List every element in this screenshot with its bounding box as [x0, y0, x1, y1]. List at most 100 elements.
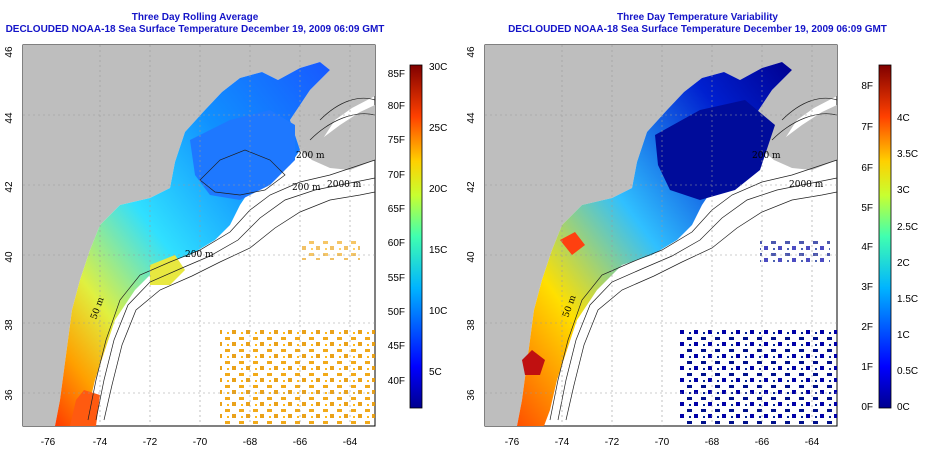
left-graticule	[23, 45, 375, 426]
left-map: 50 m 200 m 200 m 2000 m 200 m -76 -74 -7…	[4, 44, 447, 448]
left-x-tick: -74	[93, 437, 108, 448]
right-colorbar-c-label: 1C	[897, 330, 910, 341]
right-x-axis: -76 -74 -72 -70 -68 -66 -64	[505, 437, 820, 448]
right-colorbar-f-label: 6F	[861, 163, 873, 174]
left-y-tick: 36	[4, 389, 15, 401]
right-colorbar-c-labels: 4C 3.5C 3C 2.5C 2C 1.5C 1C 0.5C 0C	[897, 113, 918, 413]
right-depth-label: 2000 m	[789, 180, 824, 190]
right-y-tick: 36	[466, 389, 477, 401]
right-map-subtitle: DECLOUDED NOAA-18 Sea Surface Temperatur…	[508, 24, 887, 35]
right-map-title: Three Day Temperature Variability	[617, 12, 778, 23]
left-colorbar-f-label: 70F	[388, 170, 405, 181]
left-y-tick: 44	[4, 112, 15, 124]
left-colorbar-f-label: 50F	[388, 307, 405, 318]
left-gulf-of-maine	[190, 110, 295, 200]
left-x-tick: -72	[143, 437, 158, 448]
left-colorbar-f-label: 45F	[388, 341, 405, 352]
right-map: 50 m 200 m 2000 m -76 -74 -72 -70 -68 -6…	[466, 44, 918, 448]
left-depth-label: 2000 m	[327, 180, 362, 190]
right-x-tick: -76	[505, 437, 520, 448]
left-colorbar-c-label: 30C	[429, 62, 447, 73]
left-offshore-scatter	[220, 330, 375, 426]
right-depth-label: 200 m	[752, 151, 781, 161]
right-colorbar-f-label: 7F	[861, 122, 873, 133]
left-y-axis: 46 44 42 40 38 36	[4, 46, 15, 401]
right-y-tick: 40	[466, 251, 477, 263]
left-colorbar-f-label: 55F	[388, 273, 405, 284]
right-colorbar-f-label: 8F	[861, 81, 873, 92]
right-colorbar-f-label: 2F	[861, 322, 873, 333]
left-colorbar-f-label: 65F	[388, 204, 405, 215]
right-gulf-of-maine	[655, 100, 775, 200]
right-x-tick: -64	[805, 437, 820, 448]
right-land-nova-scotia	[762, 105, 837, 170]
left-colorbar-c-label: 10C	[429, 306, 447, 317]
right-y-tick: 46	[466, 46, 477, 58]
left-colorbar-f-labels: 85F 80F 75F 70F 65F 60F 55F 50F 45F 40F	[388, 69, 405, 387]
left-colorbar-f-label: 40F	[388, 376, 405, 387]
right-colorbar-c-label: 3C	[897, 185, 910, 196]
right-x-tick: -74	[555, 437, 570, 448]
left-colorbar-c-label: 25C	[429, 123, 447, 134]
right-y-tick: 44	[466, 112, 477, 124]
right-land-mainland	[485, 45, 837, 426]
left-depth-label: 200 m	[292, 183, 321, 193]
left-x-tick: -66	[293, 437, 308, 448]
left-colorbar-f-label: 75F	[388, 135, 405, 146]
right-graticule	[485, 45, 837, 426]
left-depth-label: 200 m	[185, 250, 214, 260]
left-colorbar-c-label: 20C	[429, 184, 447, 195]
left-y-tick: 46	[4, 46, 15, 58]
left-colorbar-c-label: 5C	[429, 367, 442, 378]
left-colorbar	[409, 64, 423, 409]
right-high-variability-2	[560, 232, 585, 255]
right-colorbar-c-label: 4C	[897, 113, 910, 124]
right-colorbar-f-label: 5F	[861, 203, 873, 214]
right-colorbar-c-label: 2C	[897, 258, 910, 269]
right-colorbar	[878, 64, 892, 409]
left-colorbar-f-label: 60F	[388, 238, 405, 249]
right-colorbar-c-label: 1.5C	[897, 294, 918, 305]
left-x-tick: -68	[243, 437, 258, 448]
right-high-variability	[522, 350, 545, 375]
left-y-tick: 40	[4, 251, 15, 263]
right-offshore-scatter	[680, 330, 837, 426]
right-y-axis: 46 44 42 40 38 36	[466, 46, 477, 401]
left-warm-patch	[150, 255, 185, 285]
left-x-tick: -64	[343, 437, 358, 448]
left-bathymetry-contours	[87, 97, 376, 421]
right-x-tick: -66	[755, 437, 770, 448]
right-bathymetry-contours	[549, 97, 838, 421]
left-x-axis: -76 -74 -72 -70 -68 -66 -64	[41, 437, 358, 448]
right-colorbar-f-label: 4F	[861, 242, 873, 253]
right-colorbar-f-label: 3F	[861, 282, 873, 293]
right-x-tick: -68	[705, 437, 720, 448]
left-x-tick: -76	[41, 437, 56, 448]
right-colorbar-c-label: 2.5C	[897, 222, 918, 233]
right-y-tick: 42	[466, 181, 477, 193]
left-colorbar-f-label: 80F	[388, 101, 405, 112]
left-y-tick: 42	[4, 181, 15, 193]
left-y-tick: 38	[4, 319, 15, 331]
right-colorbar-c-label: 0C	[897, 402, 910, 413]
left-map-title: Three Day Rolling Average	[131, 12, 259, 23]
right-colorbar-c-label: 3.5C	[897, 149, 918, 160]
right-colorbar-f-label: 0F	[861, 402, 873, 413]
left-colorbar-c-labels: 30C 25C 20C 15C 10C 5C	[429, 62, 447, 378]
right-offshore-scatter-2	[760, 240, 830, 265]
right-colorbar-f-labels: 8F 7F 6F 5F 4F 3F 2F 1F 0F	[861, 81, 873, 413]
right-colorbar-c-label: 0.5C	[897, 366, 918, 377]
right-x-tick: -70	[655, 437, 670, 448]
left-depth-label: 200 m	[296, 151, 325, 161]
left-colorbar-c-label: 15C	[429, 245, 447, 256]
right-x-tick: -72	[605, 437, 620, 448]
left-colorbar-f-label: 85F	[388, 69, 405, 80]
left-x-tick: -70	[193, 437, 208, 448]
left-map-subtitle: DECLOUDED NOAA-18 Sea Surface Temperatur…	[5, 24, 385, 35]
right-colorbar-f-label: 1F	[861, 362, 873, 373]
left-land-mainland	[23, 45, 375, 426]
right-y-tick: 38	[466, 319, 477, 331]
left-offshore-scatter-2	[300, 240, 360, 260]
left-land-nova-scotia	[300, 105, 375, 170]
